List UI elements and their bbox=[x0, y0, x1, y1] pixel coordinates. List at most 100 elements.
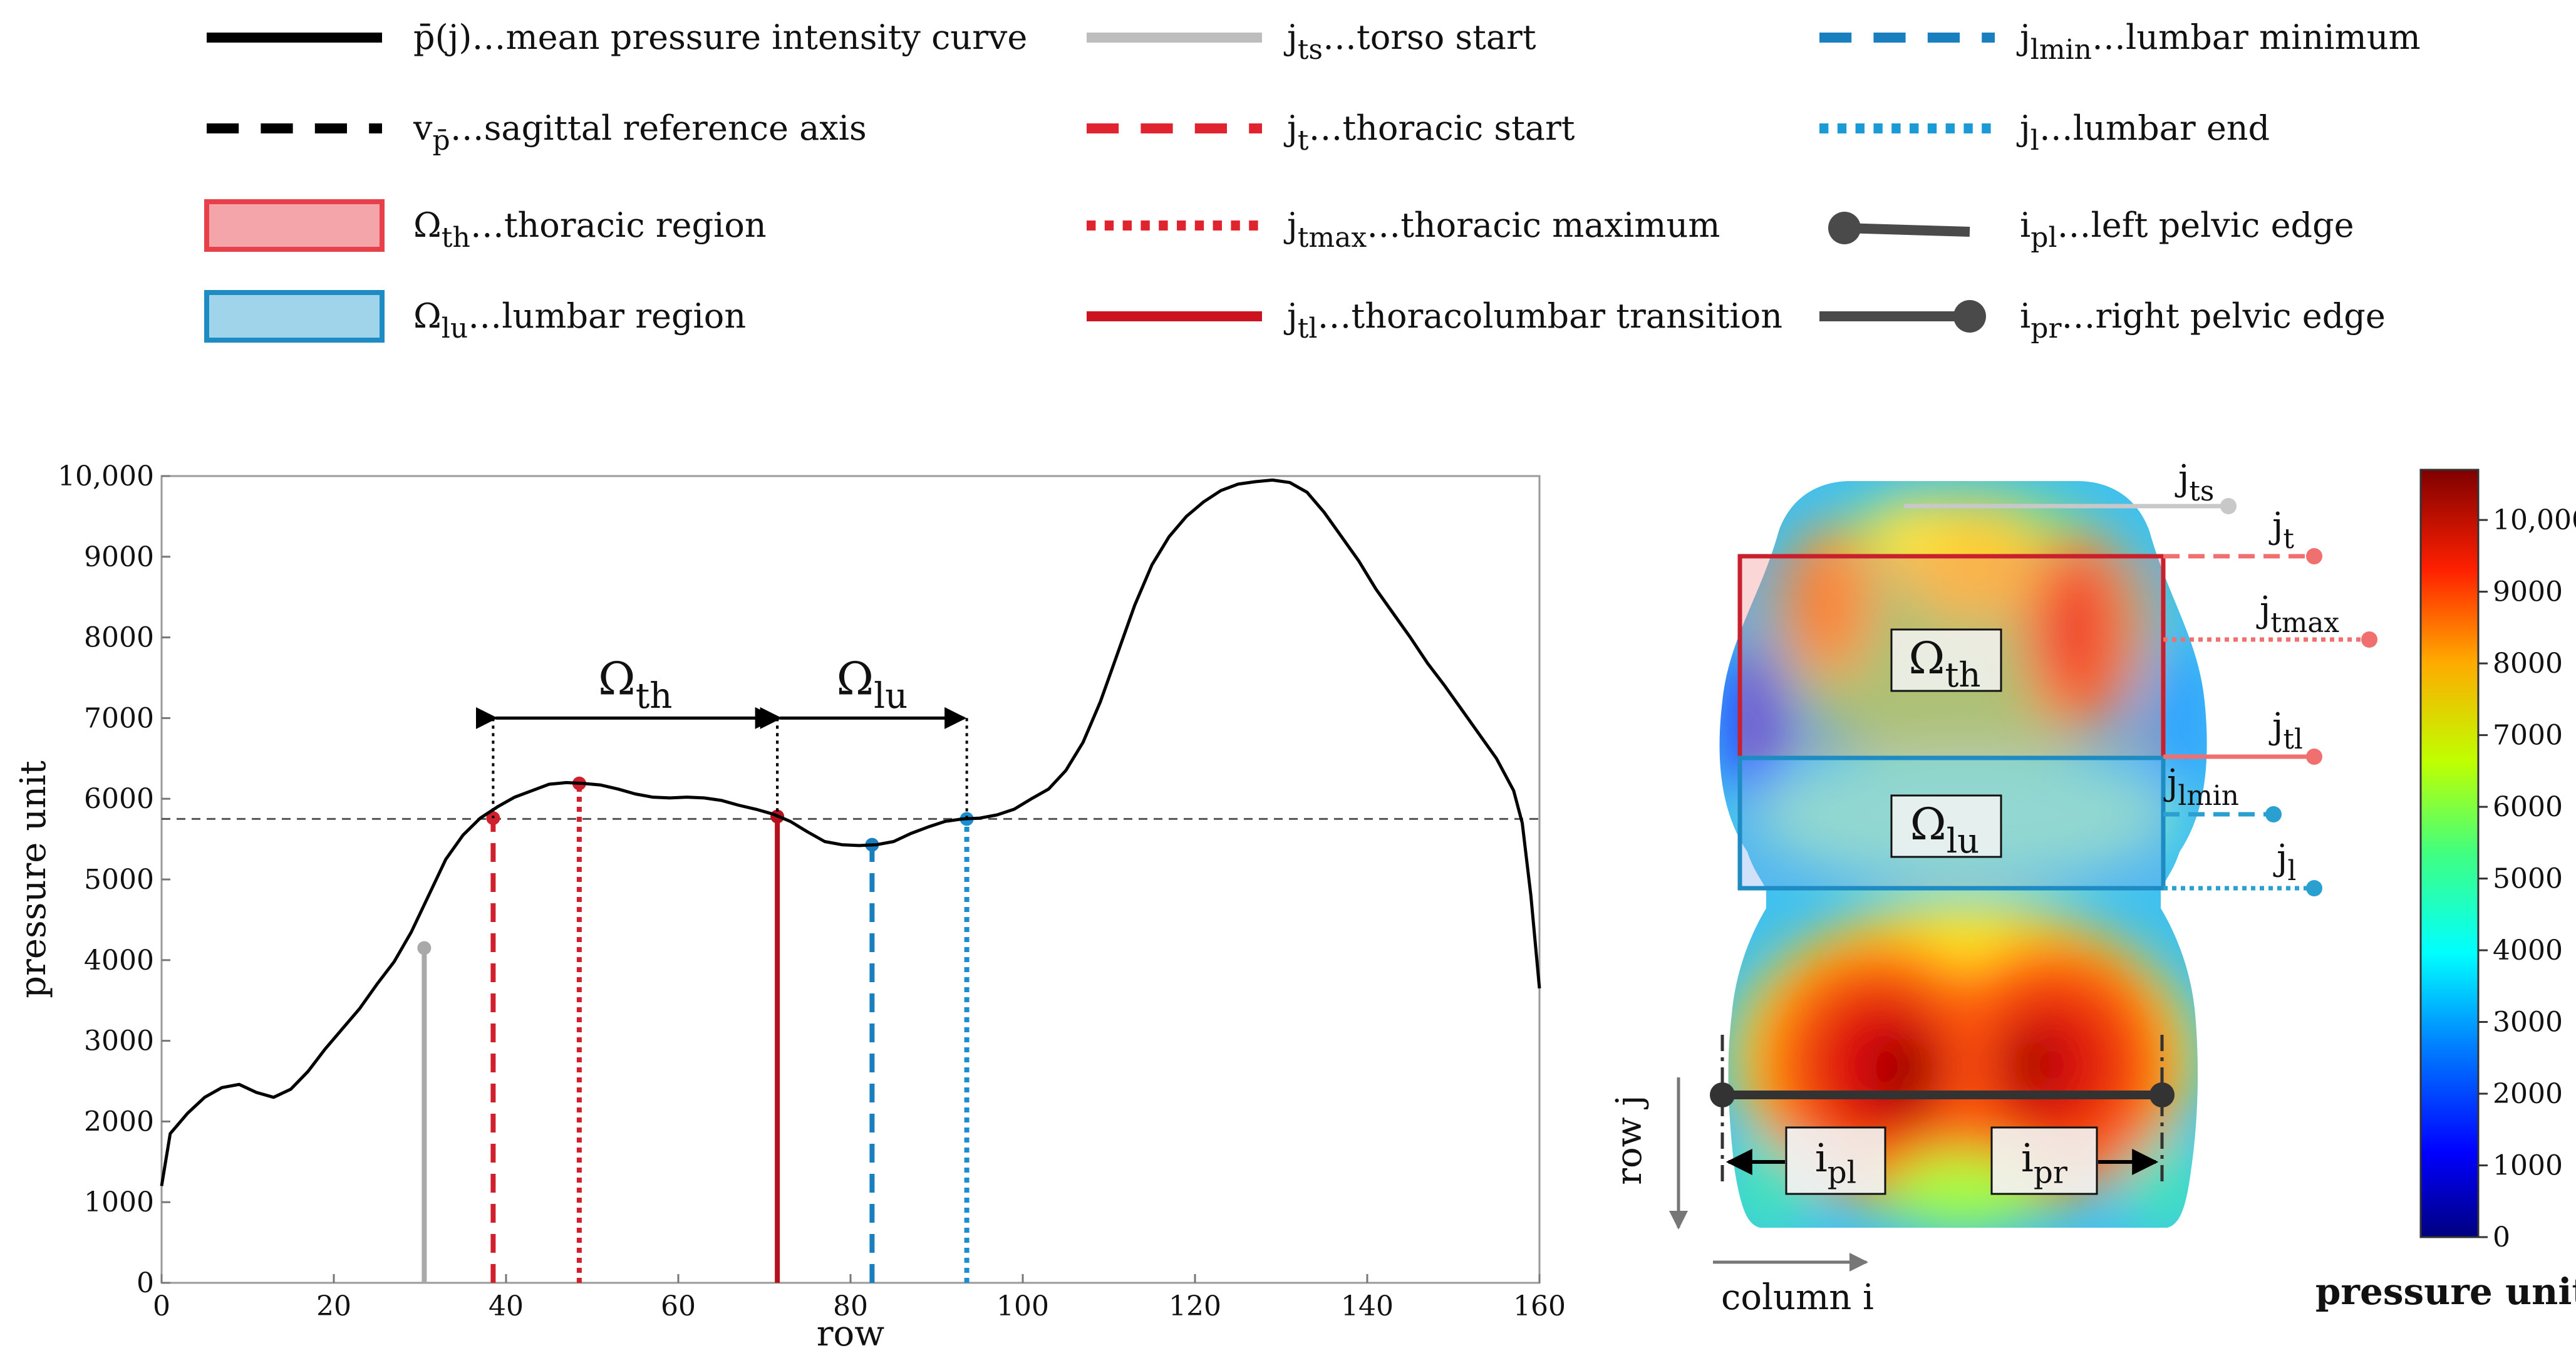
legend-swatch bbox=[1844, 223, 1970, 237]
colorbar-tick-label: 2000 bbox=[2493, 1078, 2563, 1110]
x-tick-label: 20 bbox=[316, 1290, 351, 1322]
thoracic-label-box bbox=[1890, 628, 2002, 692]
colorbar-tick-label: 5000 bbox=[2493, 863, 2563, 895]
series-line-mean-pressure bbox=[160, 478, 1541, 1186]
guide-jtmax-dot bbox=[2361, 631, 2377, 648]
x-tick-label: 120 bbox=[1169, 1290, 1221, 1322]
guide-jt-dot bbox=[2306, 548, 2322, 564]
guide-jtl-dot bbox=[2306, 749, 2322, 765]
pelvic-right-handle bbox=[2149, 1082, 2175, 1107]
y-tick-label: 6000 bbox=[84, 783, 154, 815]
y-axis-label: pressure unit bbox=[13, 760, 54, 998]
column-axis-label: column i bbox=[1721, 1277, 1874, 1318]
legend-swatch bbox=[204, 199, 385, 252]
x-tick-label: 0 bbox=[153, 1290, 170, 1322]
legend-label: jl…lumbar end bbox=[2016, 108, 2270, 157]
legend-item-jl: jl…lumbar end bbox=[1819, 108, 2270, 157]
label-ipr: ipr bbox=[2021, 1135, 2068, 1191]
row-axis-label: row j bbox=[1609, 1095, 1650, 1185]
x-ticks: 0 20 40 60 80 100 120 140 160 bbox=[153, 1274, 1566, 1322]
legend-label: jtl…thoracolumbar transition bbox=[1283, 296, 1782, 345]
label-jt: jt bbox=[2268, 505, 2294, 555]
legend-label: jtmax…thoracic maximum bbox=[1283, 205, 1720, 254]
region-label-Ω_th: Ωth bbox=[598, 652, 672, 717]
legend-swatch-handle bbox=[1953, 300, 1986, 333]
legend-item-ipr: ipr…right pelvic edge bbox=[1819, 296, 2386, 345]
label-omega-lu: Ωlu bbox=[1910, 799, 1980, 861]
x-tick-label: 80 bbox=[833, 1290, 868, 1322]
marker-point-j_ts bbox=[417, 941, 432, 955]
legend-label: p̄(j)…mean pressure intensity curve bbox=[413, 18, 1027, 57]
label-jtl: jtl bbox=[2268, 706, 2303, 755]
label-ipl: ipl bbox=[1815, 1135, 1856, 1191]
y-tick-label: 7000 bbox=[84, 702, 154, 734]
x-tick-label: 60 bbox=[661, 1290, 696, 1322]
colorbar-tick-label: 9000 bbox=[2493, 576, 2563, 608]
y-tick-label: 0 bbox=[137, 1267, 154, 1299]
colorbar-tick-label: 6000 bbox=[2493, 791, 2563, 823]
colorbar-tick-label: 7000 bbox=[2493, 720, 2563, 752]
lumbar-label-box bbox=[1890, 794, 2002, 858]
legend-item-luregion: Ωlu…lumbar region bbox=[204, 290, 746, 345]
pelvic-left-handle bbox=[1710, 1082, 1735, 1107]
legend-item-ref: vp̄…sagittal reference axis bbox=[207, 108, 867, 157]
marker-lines bbox=[417, 776, 974, 1283]
legend-label: jts…torso start bbox=[1283, 18, 1536, 66]
colorbar-tick-label: 8000 bbox=[2493, 648, 2563, 680]
colorbar-title: pressure unit bbox=[2315, 1270, 2576, 1313]
legend-label: Ωth…thoracic region bbox=[413, 205, 767, 254]
region-label-Ω_lu: Ωlu bbox=[836, 652, 908, 717]
legend-label: Ωlu…lumbar region bbox=[413, 296, 746, 345]
y-tick-label: 5000 bbox=[84, 864, 154, 896]
legend-item-mean: p̄(j)…mean pressure intensity curve bbox=[207, 18, 1027, 57]
y-tick-label: 8000 bbox=[84, 622, 154, 654]
line-chart: 010002000300040005000600070008000900010,… bbox=[13, 460, 1566, 1354]
x-tick-label: 140 bbox=[1341, 1290, 1394, 1322]
y-ticks: 0 1000 2000 3000 4000 5000 6000 7000 8000 9000 10,… bbox=[58, 460, 170, 1299]
colorbar-tick-label: 10,000 bbox=[2493, 504, 2576, 536]
legend-item-ipl: ipl…left pelvic edge bbox=[1828, 205, 2354, 254]
y-tick-label: 9000 bbox=[84, 541, 154, 573]
legend-label: jlmin…lumbar minimum bbox=[2016, 18, 2421, 66]
legend-swatch-handle bbox=[1828, 212, 1861, 244]
colorbar-ticks: 0 1000 2000 3000 4000 5000 6000 7000 8000 9000 10,… bbox=[2478, 504, 2576, 1253]
legend-label: ipl…left pelvic edge bbox=[2020, 205, 2354, 254]
legend-item-jlmin: jlmin…lumbar minimum bbox=[1819, 18, 2421, 66]
legend-label: ipr…right pelvic edge bbox=[2020, 296, 2386, 345]
legend-label: vp̄…sagittal reference axis bbox=[413, 108, 867, 157]
legend-label: jt…thoracic start bbox=[1283, 108, 1575, 157]
legend-item-thregion: Ωth…thoracic region bbox=[204, 199, 767, 254]
y-tick-label: 3000 bbox=[84, 1025, 154, 1057]
legend-item-jt: jt…thoracic start bbox=[1087, 108, 1575, 157]
x-tick-label: 100 bbox=[996, 1290, 1049, 1322]
plot-area bbox=[160, 475, 1541, 1284]
legend-item-jts: jts…torso start bbox=[1087, 18, 1536, 66]
colorbar-tick-label: 3000 bbox=[2493, 1007, 2563, 1039]
colorbar-tick-label: 1000 bbox=[2493, 1150, 2563, 1182]
legend-swatch bbox=[204, 290, 385, 343]
legend: p̄(j)…mean pressure intensity curve vp̄…s… bbox=[204, 18, 2421, 345]
ipl-label-box bbox=[1785, 1126, 1886, 1195]
legend-item-jtmax: jtmax…thoracic maximum bbox=[1087, 205, 1720, 254]
y-tick-label: 4000 bbox=[84, 945, 154, 977]
ipr-label-box bbox=[1990, 1126, 2098, 1195]
label-jl: jl bbox=[2273, 837, 2296, 887]
x-axis-label: row bbox=[817, 1314, 884, 1354]
guide-jl-dot bbox=[2306, 880, 2322, 896]
x-tick-label: 160 bbox=[1513, 1290, 1566, 1322]
guide-jlmin-dot bbox=[2265, 806, 2282, 822]
colorbar-tick-label: 0 bbox=[2493, 1221, 2510, 1253]
y-tick-label: 10,000 bbox=[58, 460, 154, 492]
colorbar bbox=[2419, 469, 2480, 1238]
region-arrows: Ωth Ωlu bbox=[475, 652, 968, 819]
legend-item-jtl: jtl…thoracolumbar transition bbox=[1087, 296, 1782, 345]
colorbar-tick-label: 4000 bbox=[2493, 935, 2563, 967]
y-tick-label: 1000 bbox=[84, 1186, 154, 1218]
x-tick-label: 40 bbox=[489, 1290, 524, 1322]
label-jts: jts bbox=[2175, 458, 2214, 507]
mean-pressure-curve bbox=[160, 478, 1541, 1186]
label-jlmin: jlmin bbox=[2163, 762, 2239, 812]
